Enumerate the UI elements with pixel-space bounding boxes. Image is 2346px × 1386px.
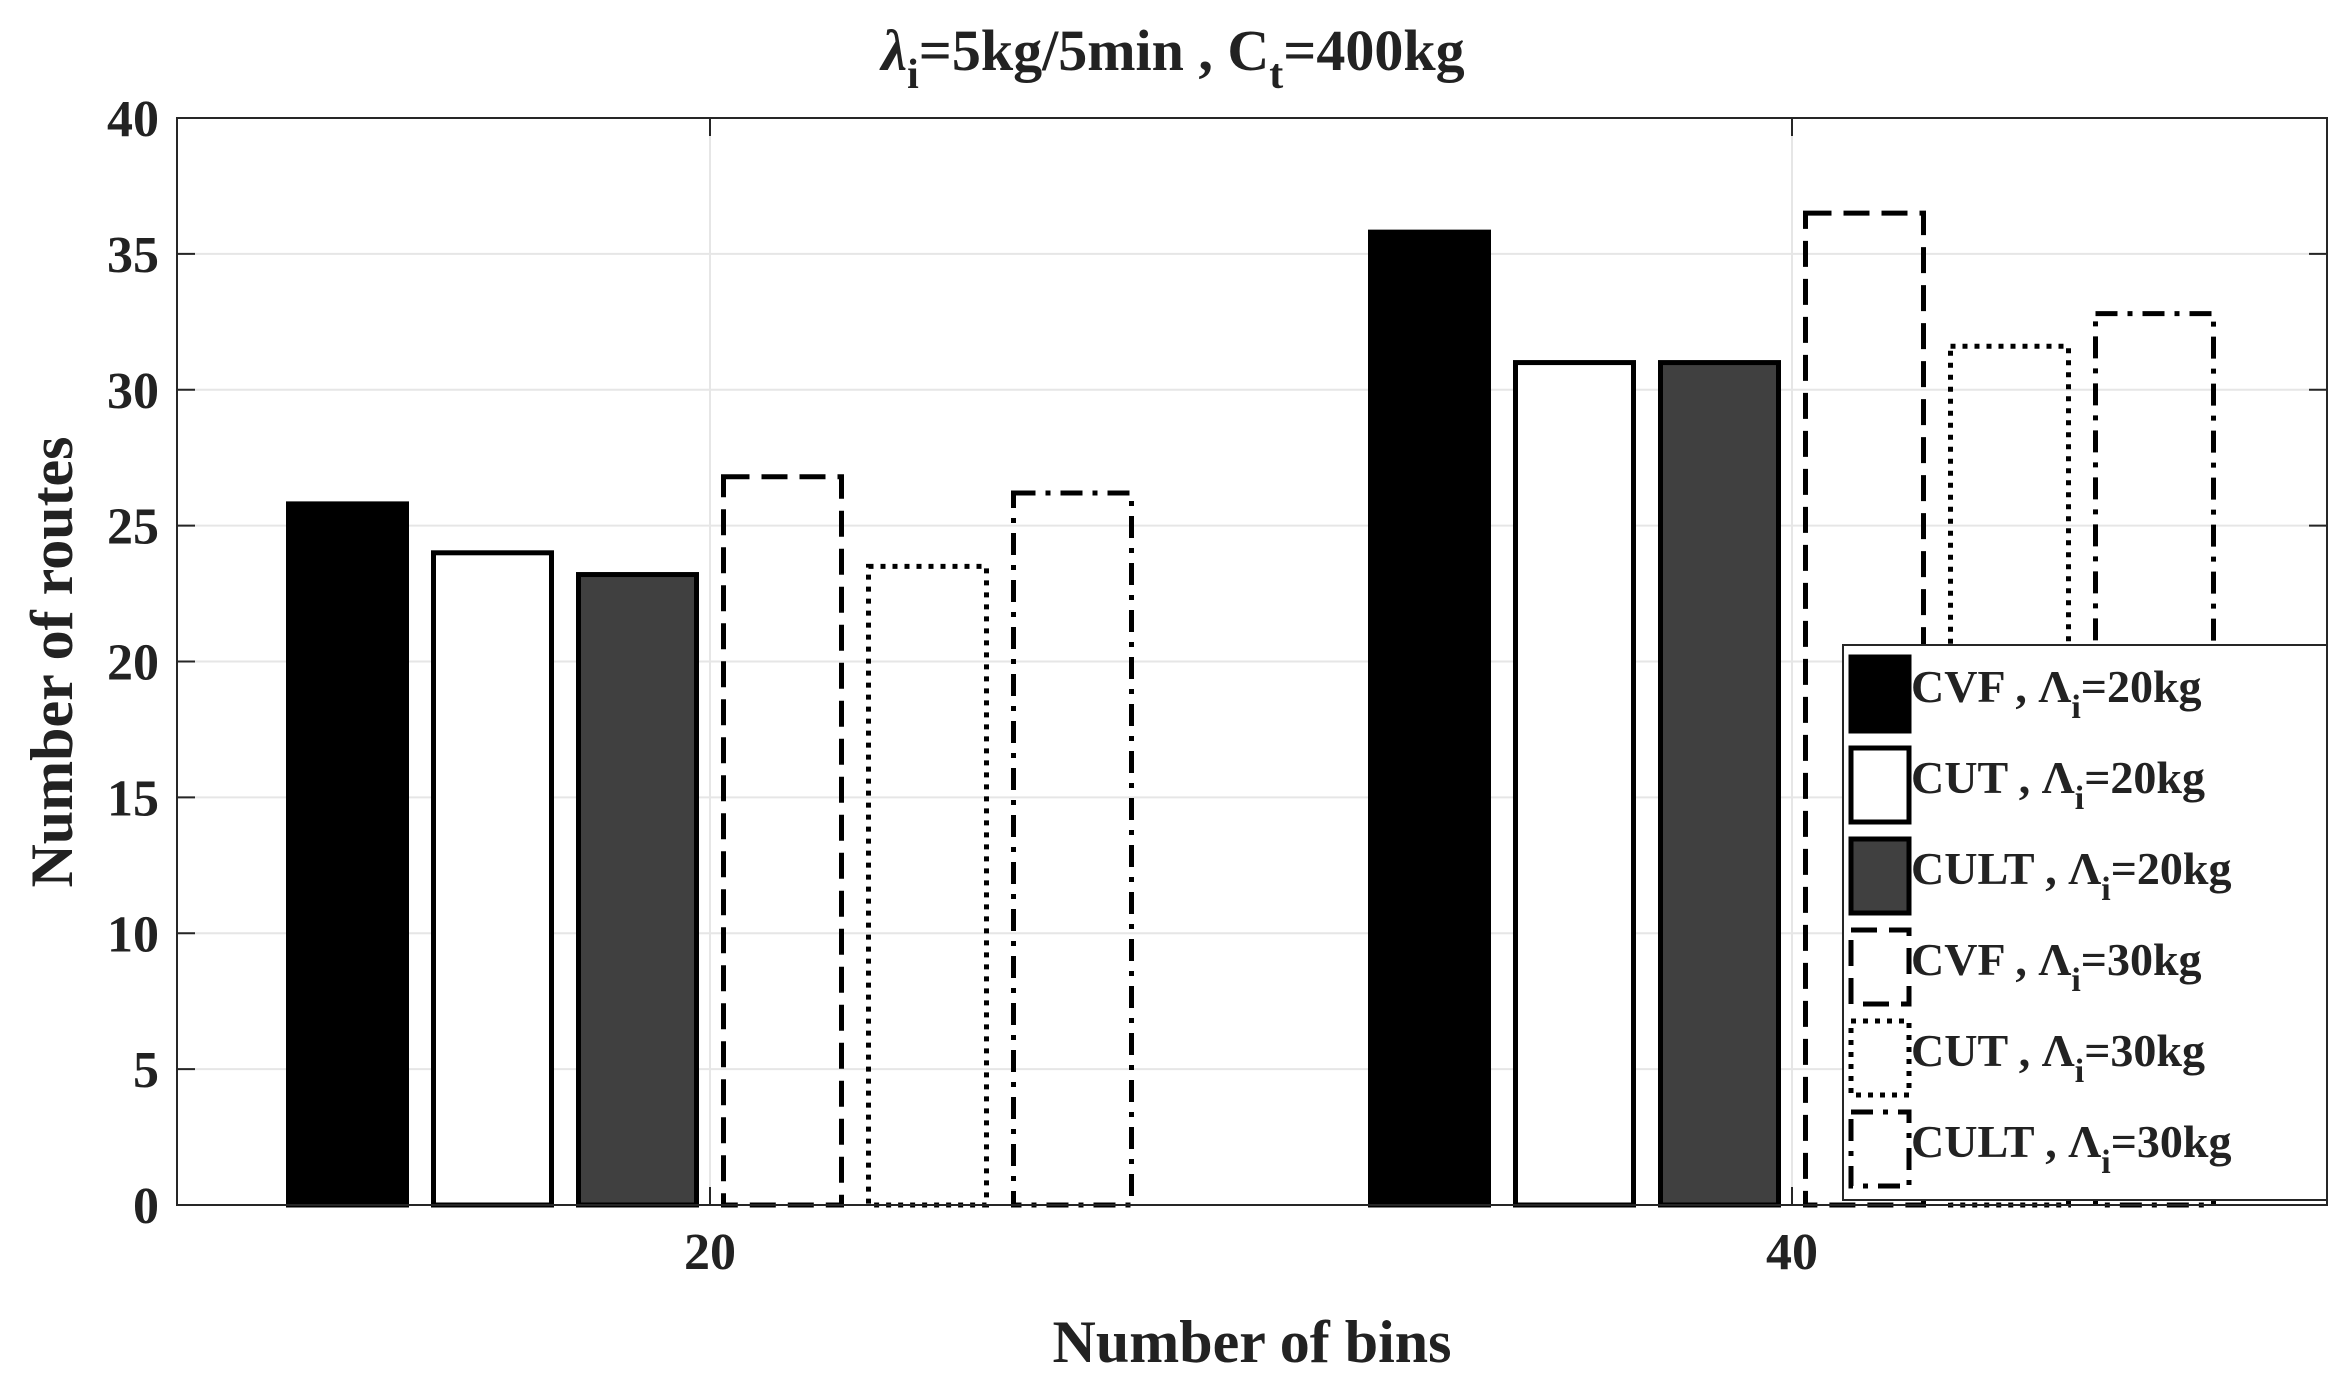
y-tick-label: 40 [107,91,159,148]
legend-swatch [1848,745,1912,825]
bar-cult-40 [1658,360,1781,1208]
legend-label: CUT , Λi=20kg [1911,752,2205,817]
x-tick-label: 20 [684,1224,736,1281]
legend-label: CUT , Λi=30kg [1911,1025,2205,1090]
bar-cvf-40 [1368,229,1491,1208]
bars-group [286,210,2216,1208]
y-tick-label: 10 [107,906,159,963]
legend-swatch [1848,927,1912,1007]
legend-box [1842,644,2328,1201]
y-axis-label: Number of routes [19,436,85,887]
legend-label: CVF , Λi=30kg [1911,934,2202,999]
legend-swatch [1848,654,1912,734]
y-tick-label: 0 [133,1178,159,1235]
legend-label: CULT , Λi=20kg [1911,843,2231,908]
bar-cut-40 [1513,360,1636,1208]
legend-swatch [1848,1018,1912,1098]
chart-title: λi=5kg/5min , Ct=400kg [879,18,1464,98]
legend-label: CULT , Λi=30kg [1911,1116,2231,1181]
legend-swatch [1848,836,1912,916]
bar-cut-20 [431,550,554,1208]
y-tick-label: 30 [107,363,159,420]
x-axis-ticks: 20 40 [684,118,1818,1281]
title-lambda-subscript: i [907,52,919,98]
y-tick-label: 35 [107,227,159,284]
bar-cvf-20 [721,474,844,1208]
y-tick-label: 15 [107,770,159,827]
title-c-subscript: t [1269,52,1283,98]
bar-cvf-20 [286,501,409,1208]
title-part-2: =400kg [1283,18,1464,83]
legend-label: CVF , Λi=20kg [1911,661,2202,726]
y-tick-label: 25 [107,499,159,556]
legend-swatch [1848,1109,1912,1189]
y-axis-ticks: 0 5 10 15 20 25 30 35 40 [107,91,2327,1235]
x-axis-label: Number of bins [1053,1309,1452,1375]
legend: CVF , Λi=20kg CUT , Λi=20kg CULT , Λi=20kg… [1842,644,2328,1201]
bar-cult-20 [1011,490,1134,1208]
title-part-1: =5kg/5min , C [919,18,1270,83]
y-tick-label: 20 [107,635,159,692]
bar-cult-20 [576,572,699,1208]
x-tick-label: 40 [1766,1224,1818,1281]
y-tick-label: 5 [133,1042,159,1099]
title-lambda: λ [879,18,907,83]
